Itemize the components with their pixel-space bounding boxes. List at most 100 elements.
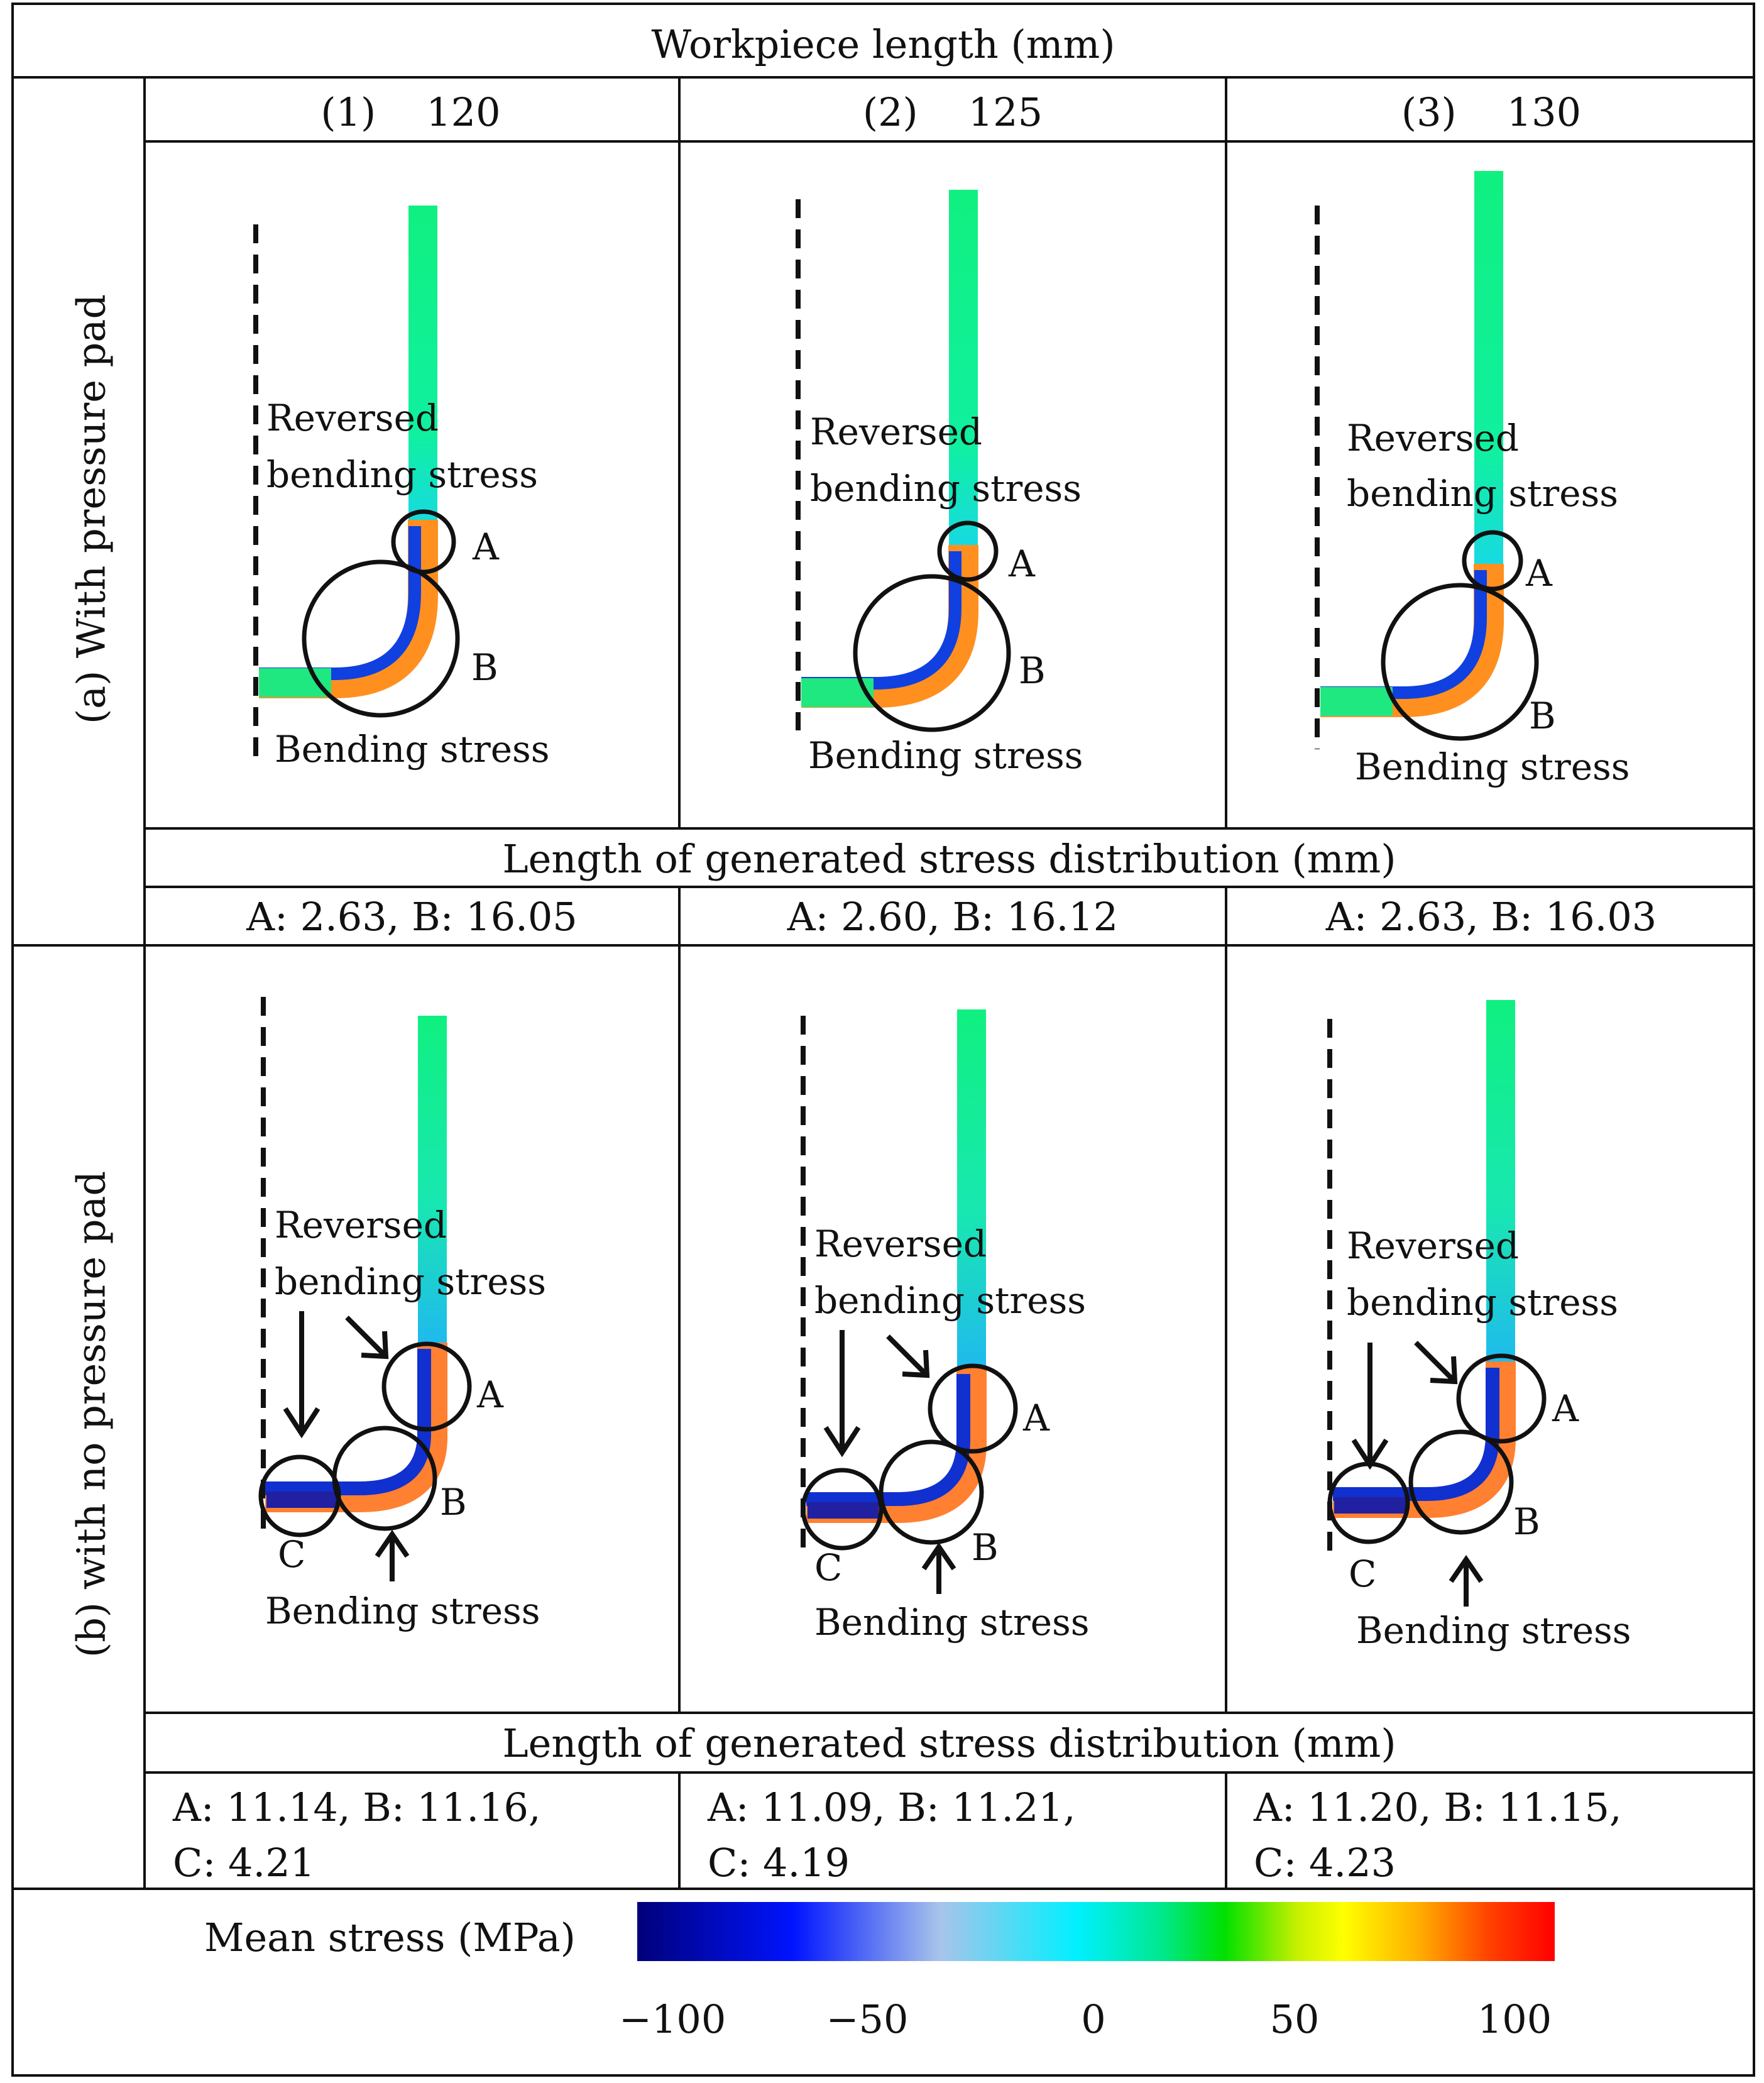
distribution-title-b: Length of generated stress distribution …: [502, 1720, 1396, 1766]
arrow-icon: [375, 1529, 410, 1581]
column-length: 120: [426, 89, 501, 135]
table-title: Workpiece length (mm): [651, 21, 1115, 67]
reversed-label: bending stress: [275, 1260, 546, 1303]
label-a: A: [1008, 542, 1036, 585]
label-c: C: [278, 1533, 305, 1576]
distribution-title-a: Length of generated stress distribution …: [502, 836, 1396, 882]
divider: [143, 886, 1755, 888]
divider: [678, 886, 681, 1713]
divider: [11, 944, 1755, 947]
workpiece-bend: [265, 1343, 447, 1512]
region-a-circle: [928, 1363, 1018, 1454]
workpiece-stem: [418, 1016, 447, 1349]
distribution-value-b2-line2: C: 4.19: [708, 1840, 850, 1886]
divider: [143, 827, 1755, 830]
stress-figure-a2: Reversed bending stress A B Bending stre…: [796, 190, 1083, 777]
bend-inner-band: [1320, 570, 1487, 699]
label-b: B: [1529, 695, 1556, 737]
reversed-label: bending stress: [1347, 472, 1618, 515]
bend-inner-band: [801, 551, 961, 690]
region-c-circle: [801, 1468, 884, 1551]
colorbar-tick: −50: [826, 1996, 909, 2042]
column-index: (2): [862, 89, 918, 135]
distribution-value-b3-line1: A: 11.20, B: 11.15,: [1254, 1784, 1622, 1830]
region-a-circle: [937, 520, 999, 582]
stress-figure-a3: Reversed bending stress A B Bending stre…: [1315, 171, 1630, 788]
colorbar-tick: 0: [1081, 1996, 1106, 2042]
divider: [11, 76, 1755, 79]
label-a: A: [1552, 1387, 1579, 1430]
divider: [11, 1888, 1755, 1890]
arrow-icon: [921, 1542, 956, 1594]
divider: [143, 76, 146, 1889]
workpiece-bend: [1320, 564, 1504, 717]
workpiece-bend: [259, 520, 438, 698]
workpiece-stem: [408, 206, 437, 532]
label-a: A: [476, 1373, 504, 1416]
workpiece-bend: [801, 545, 978, 708]
colorbar: [637, 1902, 1555, 1961]
workpiece-stem: [1486, 1000, 1515, 1371]
label-b: B: [1019, 649, 1046, 692]
column-index: (1): [320, 89, 376, 135]
region-a-circle: [1456, 1353, 1547, 1444]
reversed-label: Reversed: [1347, 1224, 1519, 1267]
bending-label: Bending stress: [275, 728, 550, 771]
label-b: B: [1513, 1500, 1540, 1543]
region-a-circle: [381, 1341, 472, 1432]
workpiece-stem: [957, 1009, 986, 1374]
region-b-circle: [853, 574, 1011, 732]
divider: [678, 76, 681, 828]
column-header-2: (2) 125: [681, 93, 1225, 132]
arrow-icon: [1351, 1343, 1389, 1470]
column-length: 125: [968, 89, 1043, 135]
arrow-icon: [1414, 1341, 1458, 1385]
bending-label: Bending stress: [1355, 745, 1630, 788]
region-c-circle: [258, 1454, 341, 1537]
arrow-icon: [823, 1330, 861, 1458]
table-frame: [11, 3, 1755, 2077]
region-b-circle: [879, 1439, 984, 1545]
region-b-circle: [1381, 583, 1539, 741]
divider: [143, 140, 1755, 143]
distribution-value-b3-line2: C: 4.23: [1254, 1840, 1396, 1886]
arrow-icon: [283, 1311, 320, 1439]
reversed-label: Reversed: [1347, 417, 1519, 459]
stress-figure-b1: Reversed bending stress A B C Bending st…: [258, 997, 546, 1632]
reversed-label: bending stress: [1347, 1281, 1618, 1324]
label-b: B: [471, 646, 498, 689]
divider: [1225, 76, 1227, 828]
region-a-circle: [1462, 530, 1523, 591]
workpiece-stem: [949, 190, 978, 554]
column-index: (3): [1401, 89, 1457, 135]
column-header-1: (1) 120: [143, 93, 678, 132]
divider: [143, 1712, 1755, 1714]
distribution-value-a1: A: 2.63, B: 16.05: [246, 894, 578, 940]
stress-figure-a1: Reversed bending stress A B Bending stre…: [253, 206, 550, 771]
bend-inner-band: [265, 1349, 431, 1495]
workpiece-stem: [1474, 171, 1503, 573]
distribution-value-a2: A: 2.60, B: 16.12: [787, 894, 1119, 940]
arrow-icon: [1449, 1554, 1484, 1607]
label-a: A: [1525, 552, 1553, 595]
row-label-no-pad: (b) with no pressure pad: [68, 1170, 114, 1658]
reversed-label: bending stress: [814, 1279, 1086, 1322]
reversed-label: bending stress: [266, 453, 538, 496]
label-b: B: [440, 1481, 467, 1524]
arrow-icon: [886, 1334, 930, 1378]
region-a-circle: [391, 509, 456, 574]
bending-label: Bending stress: [814, 1601, 1090, 1644]
arrow-icon: [345, 1316, 389, 1360]
column-length: 130: [1506, 89, 1582, 135]
divider: [143, 1771, 1755, 1774]
region-b-circle: [302, 559, 460, 718]
region-b-circle: [1408, 1429, 1514, 1535]
stress-figure-b2: Reversed bending stress A B C Bending st…: [801, 1009, 1090, 1644]
bend-inner-band: [259, 526, 421, 680]
stress-figure-b3: Reversed bending stress A B C Bending st…: [1327, 1000, 1631, 1652]
label-a: A: [1022, 1397, 1050, 1439]
reversed-label: Reversed: [814, 1223, 987, 1265]
column-header-3: (3) 130: [1227, 93, 1755, 132]
reversed-label: Reversed: [266, 397, 439, 439]
colorbar-tick: 100: [1477, 1996, 1552, 2042]
